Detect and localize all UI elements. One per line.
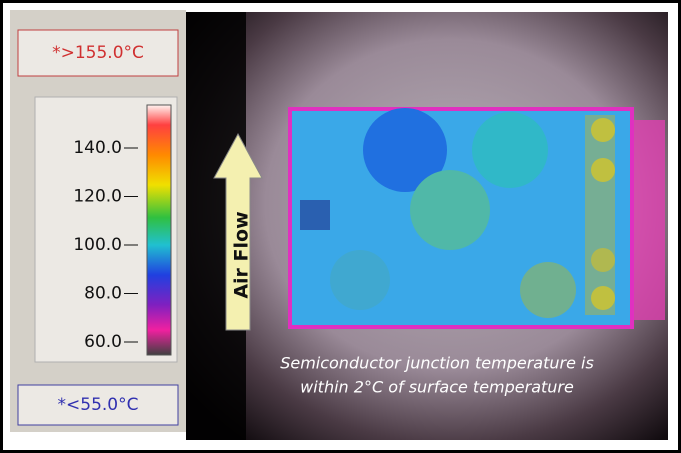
component (330, 250, 390, 310)
component (410, 170, 490, 250)
air-flow-arrow (213, 132, 263, 331)
color-bar (146, 104, 172, 356)
component (520, 262, 576, 318)
hot-edge (630, 120, 665, 320)
scale-tick-label: 120.0 (73, 187, 122, 207)
component (591, 118, 615, 142)
component (472, 112, 548, 188)
max-label: *>155.0°C (52, 43, 144, 63)
arrow-label: Air Flow (231, 211, 253, 298)
max-box (17, 29, 179, 77)
component (363, 108, 447, 192)
scale-tick-label: 100.0 (73, 235, 122, 255)
min-label: *<55.0°C (58, 395, 139, 415)
component (591, 248, 615, 272)
component (591, 158, 615, 182)
component (591, 286, 615, 310)
scale-tick-label: 60.0 (84, 332, 122, 352)
scale-tick-label: 80.0 (84, 284, 122, 304)
caption-line: Semiconductor junction temperature is (280, 354, 594, 373)
min-box (17, 384, 179, 426)
component (585, 115, 615, 315)
scale-tick-label: 140.0 (73, 138, 122, 158)
caption-line: within 2°C of surface temperature (300, 378, 574, 397)
component (300, 200, 330, 230)
